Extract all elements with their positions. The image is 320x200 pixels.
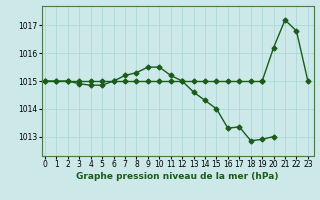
X-axis label: Graphe pression niveau de la mer (hPa): Graphe pression niveau de la mer (hPa) <box>76 172 279 181</box>
